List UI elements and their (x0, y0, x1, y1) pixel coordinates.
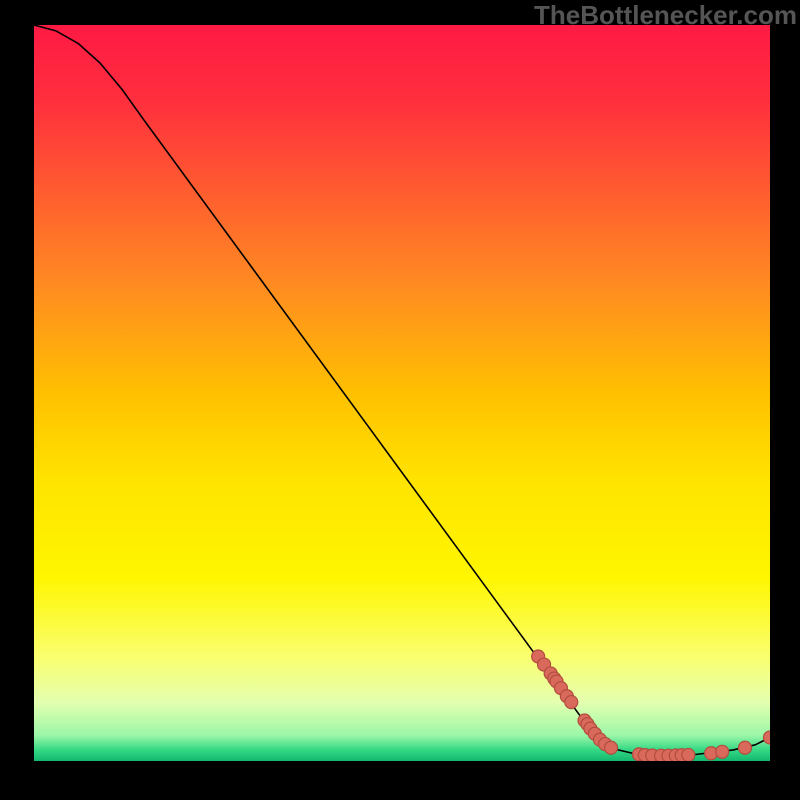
data-point (605, 741, 618, 754)
plot-area (34, 25, 770, 761)
chart-svg (34, 25, 770, 761)
data-point (565, 696, 578, 709)
data-point (682, 748, 695, 761)
data-point (716, 745, 729, 758)
data-point (738, 741, 751, 754)
gradient-background (34, 25, 770, 761)
chart-frame: { "canvas": { "width": 800, "height": 80… (0, 0, 800, 800)
